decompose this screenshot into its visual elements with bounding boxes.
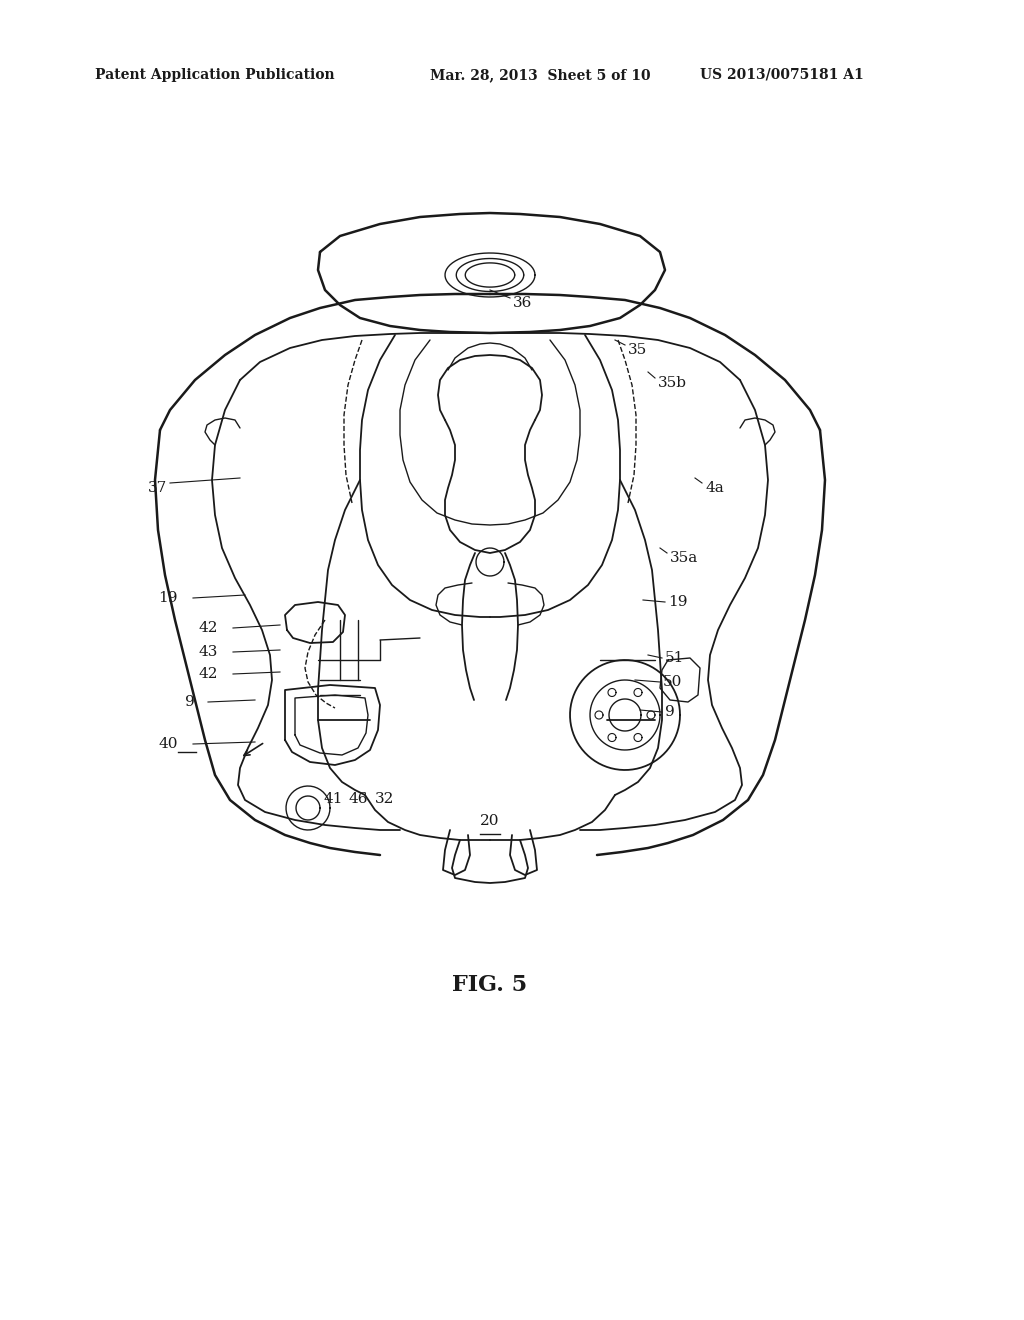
- Text: 42: 42: [199, 667, 218, 681]
- Text: 9: 9: [185, 696, 195, 709]
- Text: 9: 9: [665, 705, 675, 719]
- Text: 32: 32: [376, 792, 394, 807]
- Text: 35a: 35a: [670, 550, 698, 565]
- Text: 51: 51: [665, 651, 684, 665]
- Text: 41: 41: [324, 792, 343, 807]
- Text: US 2013/0075181 A1: US 2013/0075181 A1: [700, 69, 864, 82]
- Text: 40: 40: [159, 737, 178, 751]
- Text: 37: 37: [147, 480, 167, 495]
- Text: FIG. 5: FIG. 5: [453, 974, 527, 997]
- Text: 35b: 35b: [658, 376, 687, 389]
- Text: 19: 19: [159, 591, 178, 605]
- Text: 42: 42: [199, 620, 218, 635]
- Text: 35: 35: [628, 343, 647, 356]
- Text: 50: 50: [663, 675, 682, 689]
- Text: 4a: 4a: [705, 480, 724, 495]
- Text: 20: 20: [480, 814, 500, 828]
- Text: 19: 19: [668, 595, 687, 609]
- Text: 36: 36: [513, 296, 532, 310]
- Text: 43: 43: [199, 645, 218, 659]
- Text: Patent Application Publication: Patent Application Publication: [95, 69, 335, 82]
- Text: Mar. 28, 2013  Sheet 5 of 10: Mar. 28, 2013 Sheet 5 of 10: [430, 69, 650, 82]
- Text: 46: 46: [348, 792, 368, 807]
